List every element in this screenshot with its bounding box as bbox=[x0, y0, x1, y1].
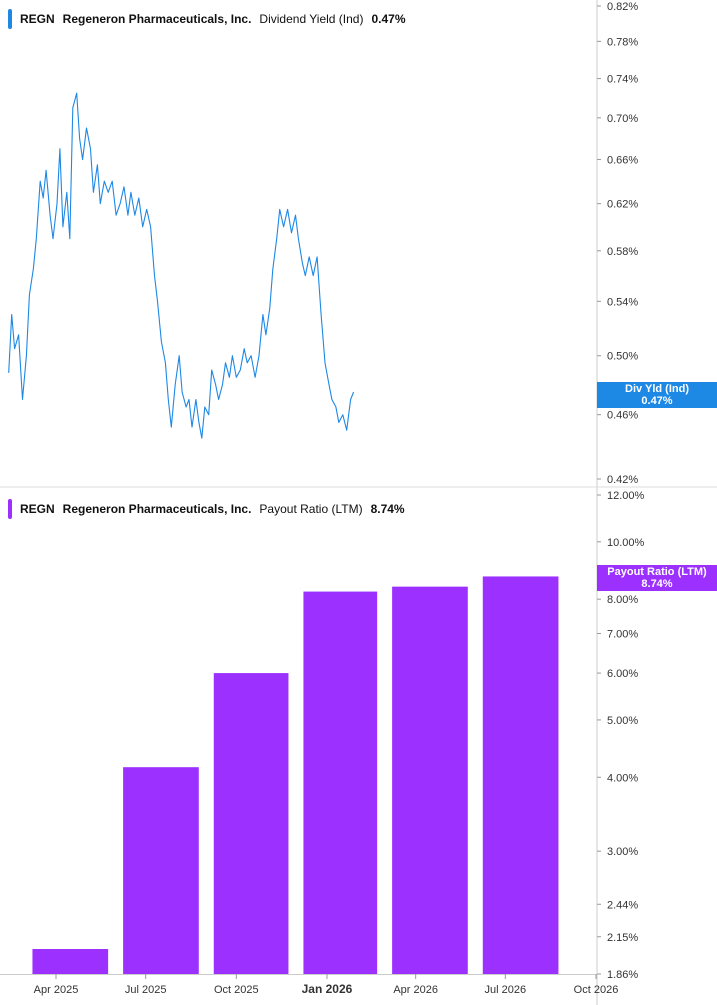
yield-y-tick-label: 0.42% bbox=[607, 474, 638, 486]
yield-y-tick-label: 0.62% bbox=[607, 199, 638, 211]
yield-y-tick-label: 0.66% bbox=[607, 154, 638, 166]
payout-y-tick-label: 4.00% bbox=[607, 772, 638, 784]
yield-y-tick-label: 0.74% bbox=[607, 74, 638, 86]
payout-bar bbox=[123, 767, 199, 974]
payout-y-tick-label: 10.00% bbox=[607, 537, 645, 549]
yield-legend-company: Regeneron Pharmaceuticals, Inc. bbox=[62, 12, 252, 26]
yield-y-tick-label: 0.46% bbox=[607, 410, 638, 422]
payout-y-tick-label: 12.00% bbox=[607, 490, 645, 502]
yield-y-tick-label: 0.54% bbox=[607, 296, 638, 308]
x-tick-label: Jul 2025 bbox=[125, 984, 167, 996]
yield-y-tick-label: 0.82% bbox=[607, 1, 638, 13]
x-tick-label: Apr 2025 bbox=[34, 984, 79, 996]
x-tick-label: Jul 2026 bbox=[485, 984, 527, 996]
x-tick-label: Oct 2025 bbox=[214, 984, 259, 996]
payout-legend-value: 8.74% bbox=[370, 502, 405, 516]
yield-y-tick-label: 0.50% bbox=[607, 351, 638, 363]
payout-y-tick-label: 6.00% bbox=[607, 668, 638, 680]
payout-bar bbox=[392, 586, 468, 974]
payout-y-tick-label: 5.00% bbox=[607, 715, 638, 727]
payout-y-tick-label: 3.00% bbox=[607, 846, 638, 858]
yield-legend-swatch bbox=[8, 9, 12, 29]
yield-legend[interactable]: REGN Regeneron Pharmaceuticals, Inc. Div… bbox=[6, 6, 414, 32]
payout-y-tick-label: 1.86% bbox=[607, 969, 638, 981]
x-tick-label: Jan 2026 bbox=[302, 982, 353, 996]
yield-legend-value: 0.47% bbox=[371, 12, 406, 26]
yield-y-tick-label: 0.78% bbox=[607, 36, 638, 48]
payout-y-tick-label: 2.44% bbox=[607, 899, 638, 911]
payout-flag-label: Payout Ratio (LTM) bbox=[607, 566, 707, 578]
payout-y-tick-label: 8.00% bbox=[607, 594, 638, 606]
payout-legend-company: Regeneron Pharmaceuticals, Inc. bbox=[62, 502, 252, 516]
payout-legend-symbol: REGN bbox=[20, 502, 55, 516]
x-tick-label: Oct 2026 bbox=[574, 984, 619, 996]
payout-y-tick-label: 7.00% bbox=[607, 628, 638, 640]
payout-legend-swatch bbox=[8, 499, 12, 519]
yield-flag-value: 0.47% bbox=[641, 395, 673, 407]
payout-bar bbox=[482, 576, 559, 974]
yield-last-value-flag: Div Yld (Ind) 0.47% bbox=[597, 382, 717, 408]
payout-legend[interactable]: REGN Regeneron Pharmaceuticals, Inc. Pay… bbox=[6, 496, 413, 522]
yield-y-tick-label: 0.58% bbox=[607, 246, 638, 258]
payout-bar bbox=[213, 673, 289, 974]
yield-legend-metric: Dividend Yield (Ind) bbox=[259, 12, 364, 26]
payout-bar bbox=[303, 591, 378, 974]
payout-y-tick-label: 2.15% bbox=[607, 932, 638, 944]
payout-flag-value: 8.74% bbox=[641, 578, 673, 590]
x-tick-label: Apr 2026 bbox=[393, 984, 438, 996]
payout-last-value-flag: Payout Ratio (LTM) 8.74% bbox=[597, 565, 717, 591]
payout-bar bbox=[32, 949, 109, 974]
yield-flag-label: Div Yld (Ind) bbox=[625, 383, 689, 395]
payout-legend-metric: Payout Ratio (LTM) bbox=[259, 502, 363, 516]
yield-legend-symbol: REGN bbox=[20, 12, 55, 26]
dividend-yield-line bbox=[8, 92, 355, 439]
yield-y-tick-label: 0.70% bbox=[607, 113, 638, 125]
